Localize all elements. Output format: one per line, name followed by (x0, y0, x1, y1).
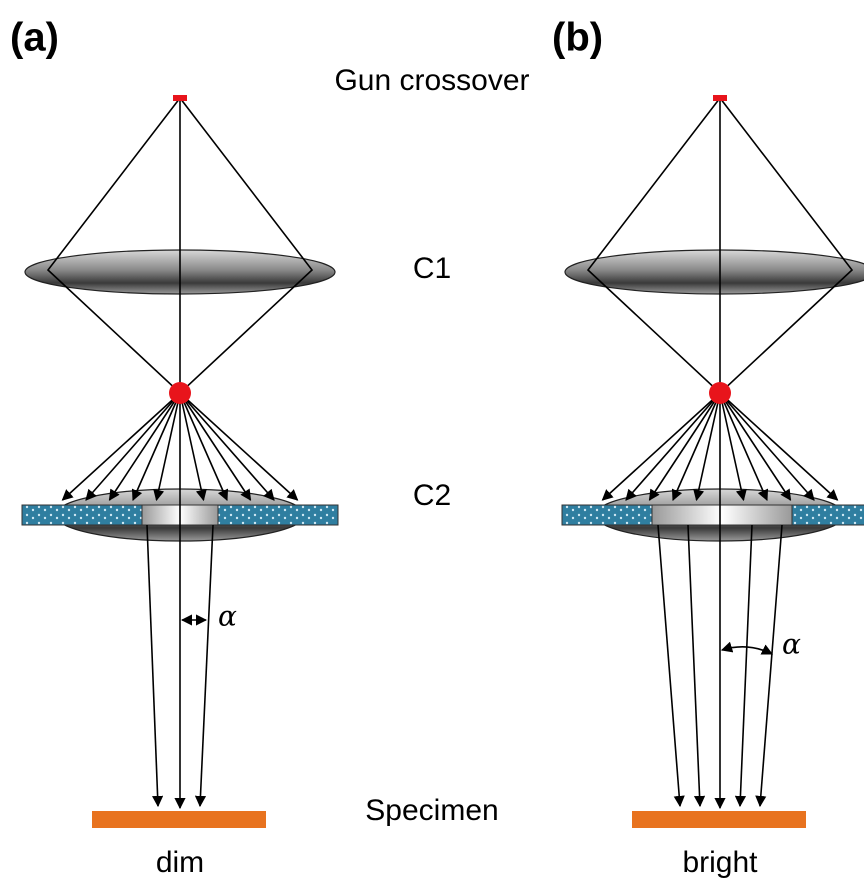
ray (200, 525, 213, 806)
caption: dim (156, 846, 204, 879)
aperture (562, 505, 652, 525)
panel-label: (a) (10, 16, 59, 60)
gun-label: Gun crossover (334, 64, 529, 97)
alpha: α (782, 628, 801, 661)
c1-lens (565, 250, 864, 294)
aperture (22, 505, 142, 525)
ray (673, 393, 720, 500)
c2-label: C2 (413, 479, 451, 512)
caption: bright (682, 846, 758, 879)
crossover-spot (709, 382, 731, 404)
ray (688, 525, 700, 806)
ray (180, 393, 204, 500)
c1-label: C1 (413, 252, 451, 285)
ray (760, 525, 782, 806)
alpha: α (218, 600, 237, 633)
ray (180, 393, 274, 500)
ray (720, 393, 744, 500)
ray (658, 525, 680, 806)
gun-crossover (173, 95, 187, 101)
ray (697, 393, 721, 500)
aperture-opening (652, 505, 792, 525)
ray (180, 393, 298, 500)
diagram: (a) (b) Gun crossover C1 C2 Specimen dim… (0, 0, 864, 882)
crossover-spot (169, 382, 191, 404)
ray (147, 525, 158, 806)
aperture (218, 505, 338, 525)
ray (157, 393, 181, 500)
ray (63, 393, 181, 500)
specimen (632, 811, 806, 828)
ray (720, 393, 814, 500)
gun-crossover (713, 95, 727, 101)
ray (720, 393, 838, 500)
specimen-label: Specimen (365, 794, 498, 827)
specimen (92, 811, 266, 828)
root (22, 95, 864, 828)
ray (626, 393, 720, 500)
ray (86, 393, 180, 500)
ray (603, 393, 721, 500)
panel-label: (b) (552, 16, 603, 60)
ray (133, 393, 180, 500)
ray (720, 393, 767, 500)
aperture (792, 505, 864, 525)
ray (180, 393, 227, 500)
ray (740, 525, 752, 806)
